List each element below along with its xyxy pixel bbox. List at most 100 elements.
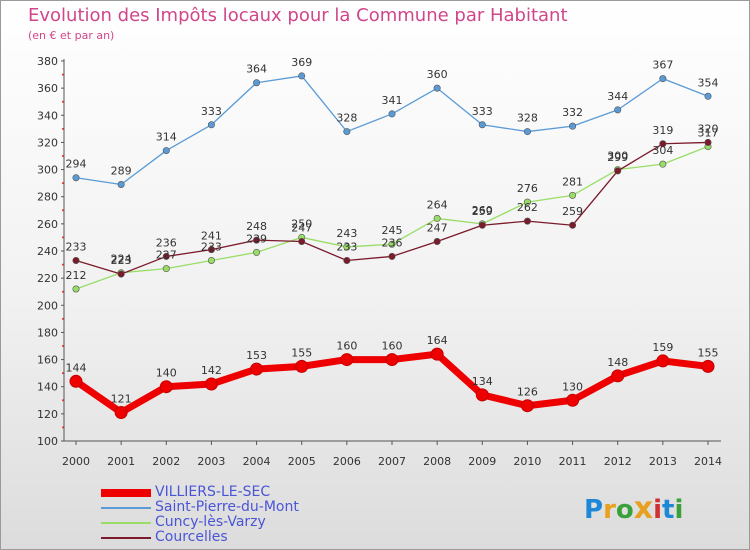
data-point — [204, 377, 218, 391]
data-label: 360 — [427, 68, 448, 81]
data-point — [207, 246, 215, 254]
y-minor-tick — [62, 236, 64, 239]
chart-title: Evolution des Impôts locaux pour la Comm… — [28, 5, 568, 26]
data-label: 160 — [336, 340, 357, 353]
y-minor-tick — [62, 100, 64, 103]
legend-swatch — [101, 537, 151, 539]
y-minor-tick — [62, 127, 64, 130]
y-minor-tick — [62, 372, 64, 375]
data-label: 126 — [517, 386, 538, 399]
data-point — [659, 75, 667, 83]
data-label: 333 — [472, 105, 493, 118]
data-label: 212 — [66, 269, 87, 282]
data-point — [159, 380, 173, 394]
data-label: 264 — [427, 198, 448, 211]
data-point — [295, 359, 309, 373]
y-minor-tick — [62, 209, 64, 212]
data-point — [659, 160, 667, 168]
chart-subtitle: (en € et par an) — [28, 29, 115, 42]
legend-swatch — [101, 522, 151, 524]
data-label: 134 — [472, 375, 493, 388]
data-point — [72, 256, 80, 264]
data-point — [569, 191, 577, 199]
legend-swatch — [101, 489, 151, 497]
data-point — [523, 198, 531, 206]
data-point — [475, 388, 489, 402]
data-point — [207, 121, 215, 129]
y-tick-label: 220 — [37, 272, 58, 285]
data-label: 367 — [652, 59, 673, 72]
data-label: 247 — [427, 222, 448, 235]
data-point — [162, 265, 170, 273]
data-point — [701, 359, 715, 373]
data-point — [523, 128, 531, 136]
data-point — [430, 347, 444, 361]
data-point — [704, 92, 712, 100]
data-label: 259 — [562, 205, 583, 218]
data-label: 233 — [66, 241, 87, 254]
data-point — [162, 252, 170, 260]
x-tick-label: 2010 — [513, 455, 541, 468]
y-minor-tick — [62, 426, 64, 429]
data-label: 299 — [607, 151, 628, 164]
data-label: 369 — [291, 56, 312, 69]
x-tick-label: 2001 — [107, 455, 135, 468]
data-point — [343, 256, 351, 264]
data-point — [253, 248, 261, 256]
y-tick-label: 100 — [37, 435, 58, 448]
x-tick-label: 2004 — [243, 455, 271, 468]
y-tick-label: 300 — [37, 164, 58, 177]
x-tick-label: 2009 — [468, 455, 496, 468]
x-tick-label: 2014 — [694, 455, 722, 468]
data-point — [659, 140, 667, 148]
data-label: 364 — [246, 63, 267, 76]
proxiti-logo: Proxiti — [584, 491, 684, 526]
data-point — [433, 84, 441, 92]
y-minor-tick — [62, 317, 64, 320]
data-point — [162, 147, 170, 155]
data-label: 281 — [562, 175, 583, 188]
data-label: 314 — [156, 131, 177, 144]
data-label: 233 — [201, 241, 222, 254]
data-label: 341 — [382, 94, 403, 107]
data-point — [385, 353, 399, 367]
data-point — [433, 214, 441, 222]
data-label: 317 — [698, 127, 719, 140]
data-label: 319 — [652, 124, 673, 137]
data-label: 236 — [382, 236, 403, 249]
data-label: 224 — [111, 253, 132, 266]
data-point — [569, 221, 577, 229]
data-label: 233 — [336, 241, 357, 254]
data-point — [388, 252, 396, 260]
data-point — [207, 256, 215, 264]
y-minor-tick — [62, 290, 64, 293]
data-point — [253, 236, 261, 244]
y-tick-label: 260 — [37, 218, 58, 231]
data-label: 160 — [382, 340, 403, 353]
legend-label: VILLIERS-LE-SEC — [155, 484, 271, 500]
data-label: 142 — [201, 364, 222, 377]
data-point — [72, 174, 80, 182]
data-label: 164 — [427, 334, 448, 347]
legend-label: Cuncy-lès-Varzy — [155, 514, 266, 530]
y-tick-label: 120 — [37, 408, 58, 421]
x-tick-label: 2008 — [423, 455, 451, 468]
data-point — [72, 285, 80, 293]
data-label: 304 — [652, 144, 673, 157]
data-point — [566, 393, 580, 407]
data-point — [343, 128, 351, 136]
data-label: 294 — [66, 158, 87, 171]
x-tick-label: 2003 — [197, 455, 225, 468]
data-point — [520, 399, 534, 413]
x-tick-label: 2011 — [559, 455, 587, 468]
data-label: 260 — [472, 204, 493, 217]
data-point — [704, 138, 712, 146]
data-label: 276 — [517, 182, 538, 195]
data-point — [388, 110, 396, 118]
data-point — [614, 106, 622, 114]
data-label: 130 — [562, 380, 583, 393]
y-tick-label: 240 — [37, 245, 58, 258]
data-point — [117, 270, 125, 278]
data-label: 153 — [246, 349, 267, 362]
legend-swatch — [101, 507, 151, 509]
